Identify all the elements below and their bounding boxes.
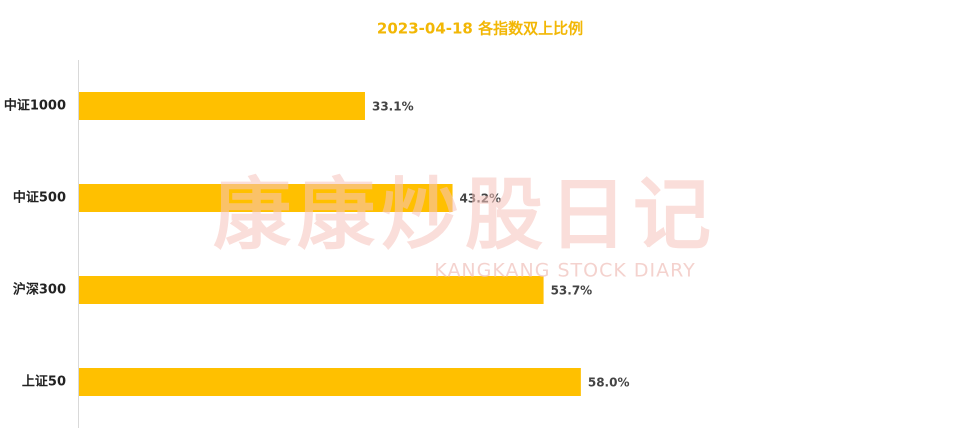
watermark-title: 康康炒股日记 xyxy=(213,170,717,260)
data-label: 33.1% xyxy=(372,100,414,114)
bar xyxy=(78,184,453,212)
data-label: 58.0% xyxy=(588,376,630,390)
bar xyxy=(78,276,544,304)
data-label: 43.2% xyxy=(460,192,502,206)
y-tick-label: 中证500 xyxy=(13,190,66,206)
y-tick-label: 沪深300 xyxy=(13,282,66,298)
bar xyxy=(78,92,365,120)
y-tick-label: 上证50 xyxy=(22,375,66,390)
watermark-subtitle: KANGKANG STOCK DIARY xyxy=(434,260,695,282)
data-label: 53.7% xyxy=(551,284,593,298)
chart-title: 2023-04-18 各指数双上比例 xyxy=(377,20,583,38)
bar xyxy=(78,368,581,396)
plot-area: 中证1000 33.1% 中证500 43.2% 沪深300 53.7% 上证50 58.0% xyxy=(4,92,630,396)
y-tick-label: 中证1000 xyxy=(4,98,66,114)
